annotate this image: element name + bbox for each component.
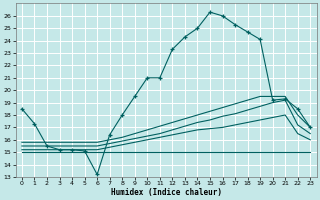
X-axis label: Humidex (Indice chaleur): Humidex (Indice chaleur) bbox=[111, 188, 221, 197]
